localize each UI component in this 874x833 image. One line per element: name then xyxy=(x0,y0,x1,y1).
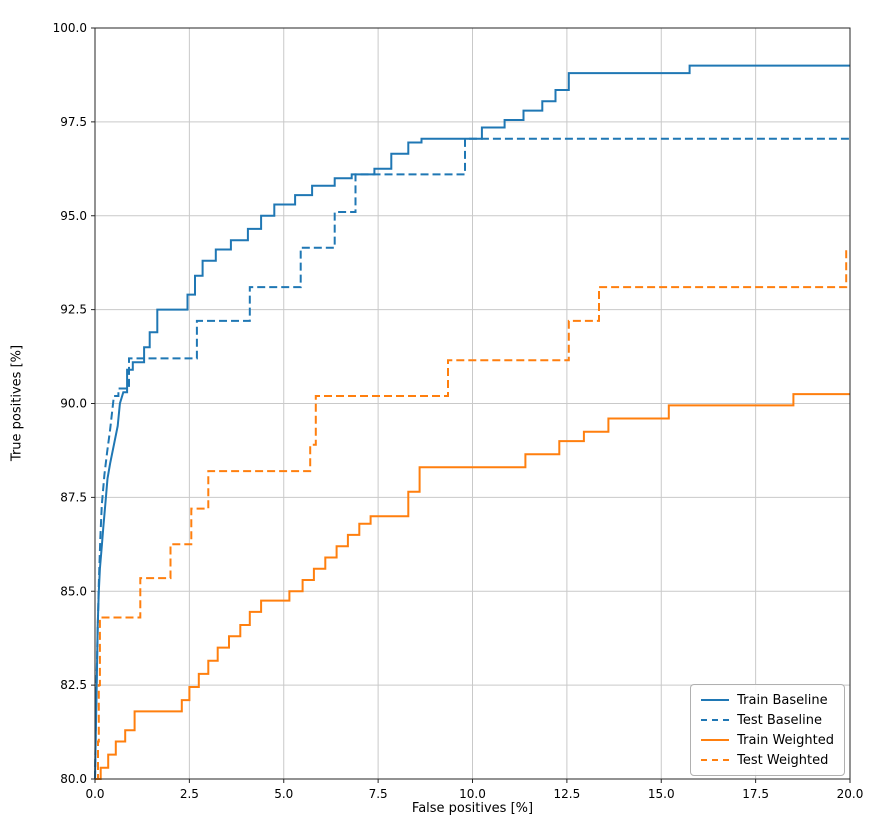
legend-label: Train Weighted xyxy=(737,732,834,748)
series-line-train-weighted xyxy=(95,393,850,780)
x-tick-label: 2.5 xyxy=(180,787,199,801)
legend: Train Baseline Test Baseline Train Weighte… xyxy=(690,684,845,776)
y-tick-label: 97.5 xyxy=(60,115,87,129)
legend-item: Train Baseline xyxy=(701,692,834,708)
y-tick-label: 87.5 xyxy=(60,490,87,504)
x-tick-label: 12.5 xyxy=(554,787,581,801)
y-axis-label: True positives [%] xyxy=(9,344,25,462)
legend-line-sample xyxy=(701,699,730,701)
legend-item: Test Weighted xyxy=(701,752,834,768)
series-line-test-weighted xyxy=(95,248,850,780)
y-tick-label: 92.5 xyxy=(60,303,87,317)
legend-label: Test Baseline xyxy=(737,712,822,728)
x-tick-label: 17.5 xyxy=(742,787,769,801)
y-tick-label: 90.0 xyxy=(60,397,87,411)
legend-label: Test Weighted xyxy=(737,752,829,768)
legend-line-sample xyxy=(701,719,730,721)
legend-item: Test Baseline xyxy=(701,712,834,728)
legend-label: Train Baseline xyxy=(737,692,828,708)
y-tick-label: 100.0 xyxy=(53,21,87,35)
x-tick-label: 20.0 xyxy=(837,787,864,801)
y-tick-label: 82.5 xyxy=(60,678,87,692)
legend-item: Train Weighted xyxy=(701,732,834,748)
y-tick-label: 95.0 xyxy=(60,209,87,223)
legend-line-sample xyxy=(701,759,730,761)
x-tick-label: 5.0 xyxy=(274,787,293,801)
legend-line-sample xyxy=(701,739,730,741)
x-tick-label: 0.0 xyxy=(85,787,104,801)
x-tick-label: 15.0 xyxy=(648,787,675,801)
x-axis-label: False positives [%] xyxy=(411,801,534,816)
series-line-train-baseline xyxy=(94,64,850,780)
x-tick-label: 10.0 xyxy=(459,787,486,801)
y-tick-label: 85.0 xyxy=(60,584,87,598)
x-tick-label: 7.5 xyxy=(369,787,388,801)
series-line-test-baseline xyxy=(94,137,850,780)
y-tick-label: 80.0 xyxy=(60,772,87,786)
